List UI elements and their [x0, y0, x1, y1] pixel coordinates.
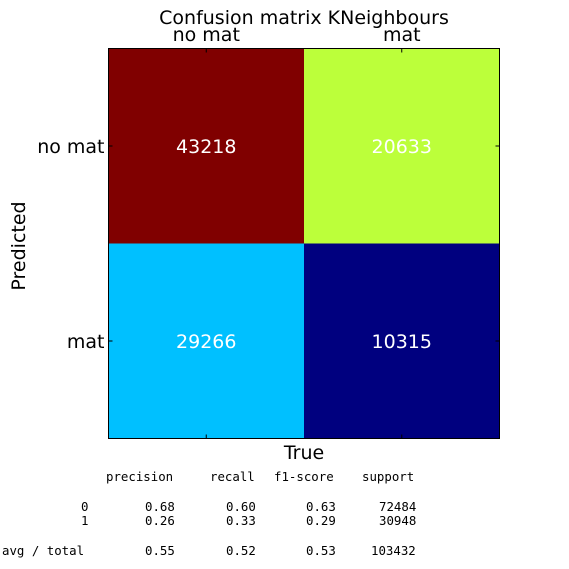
report-header-recall: recall: [210, 470, 255, 484]
report-cell: 0.68: [145, 500, 175, 514]
y-axis-label: Predicted: [8, 201, 30, 290]
cell-value-label: 29266: [176, 331, 236, 353]
report-header-precision: precision: [106, 470, 173, 484]
report-row-label: 1: [81, 514, 88, 528]
classification-report: precision recall f1-score support 0 0.68…: [0, 468, 569, 568]
report-cell: 0.63: [306, 500, 336, 514]
report-cell: 0.33: [226, 514, 256, 528]
cell-value-label: 20633: [372, 136, 432, 158]
report-cell: 0.60: [226, 500, 256, 514]
y-tick-label: mat: [67, 331, 105, 353]
report-header-support: support: [362, 470, 414, 484]
report-cell: 0.26: [145, 514, 175, 528]
report-cell: 103432: [371, 544, 416, 558]
report-cell: 30948: [379, 514, 416, 528]
x-tick-label: no mat: [173, 24, 240, 46]
report-header-f1-score: f1-score: [274, 470, 334, 484]
report-cell: 0.52: [226, 544, 256, 558]
report-cell: 0.55: [145, 544, 175, 558]
report-row-label: 0: [81, 500, 88, 514]
report-row-label: avg / total: [2, 544, 84, 558]
report-cell: 0.53: [306, 544, 336, 558]
x-tick-label: mat: [383, 24, 421, 46]
report-cell: 72484: [379, 500, 416, 514]
heatmap-cells: 43218 20633 29266 10315: [109, 49, 500, 439]
report-cell: 0.29: [306, 514, 336, 528]
cell-value-label: 10315: [372, 331, 432, 353]
cell-value-label: 43218: [176, 136, 236, 158]
x-axis-label: True: [283, 442, 324, 464]
y-tick-label: no mat: [37, 136, 104, 158]
